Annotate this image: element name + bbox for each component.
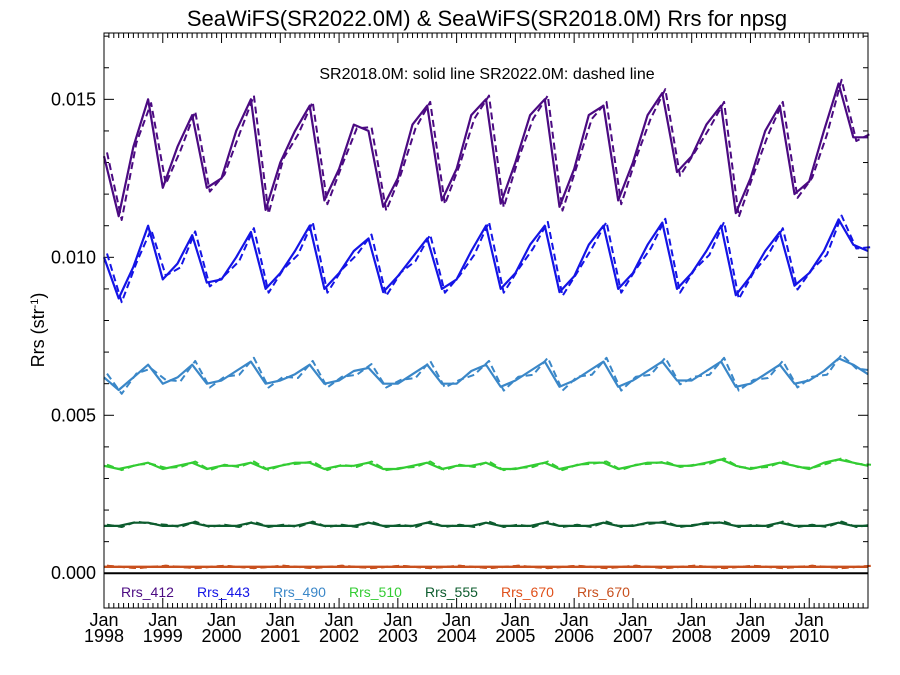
legend: Rrs_412 Rrs_443 Rrs_490 Rrs_510 Rrs_555 Rrs_6… [121,584,630,600]
x-tick-year-label: 2009 [730,626,770,646]
x-tick-month-label: Jan [89,610,118,630]
y-tick-label: 0.000 [51,563,96,583]
series-lines [102,78,872,570]
chart-title: SeaWiFS(SR2022.0M) & SeaWiFS(SR2018.0M) … [187,6,787,31]
legend-entry-rrs_670: Rrs_670 [501,584,554,600]
x-tick-month-label: Jan [148,610,177,630]
series-line-solid-rrs_443 [102,218,869,300]
legend-entry-rrs_443: Rrs_443 [197,584,250,600]
x-tick-year-label: 2002 [319,626,359,646]
x-tick-month-label: Jan [560,610,589,630]
x-tick-year-label: 2005 [495,626,535,646]
x-tick-month-label: Jan [677,610,706,630]
x-tick-year-label: 1998 [84,626,124,646]
x-tick-month-label: Jan [442,610,471,630]
x-tick-year-label: 2006 [554,626,594,646]
series-line-dashed-rrs_443 [106,214,872,304]
x-tick-month-label: Jan [736,610,765,630]
y-tick-label: 0.005 [51,405,96,425]
x-tick-year-label: 2007 [613,626,653,646]
x-tick-year-label: 2008 [672,626,712,646]
legend-entry-rrs_670: Rrs_670 [577,584,630,600]
series-line-dashed-rrs_510 [106,457,872,472]
x-tick-month-label: Jan [266,610,295,630]
legend-entry-rrs_412: Rrs_412 [121,584,174,600]
x-tick-month-label: Jan [383,610,412,630]
y-tick-label: 0.015 [51,89,96,109]
x-tick-month-label: Jan [501,610,530,630]
legend-entry-rrs_555: Rrs_555 [425,584,478,600]
series-line-dashed-rrs_490 [106,353,872,395]
axis-ticks: 0.0000.0050.0100.015Jan1998Jan1999Jan200… [51,33,868,646]
series-line-dashed-rrs_670 [106,564,872,570]
x-tick-year-label: 2004 [437,626,477,646]
x-tick-year-label: 2003 [378,626,418,646]
series-line-dashed-rrs_412 [106,78,872,221]
x-tick-month-label: Jan [207,610,236,630]
x-tick-year-label: 2000 [202,626,242,646]
y-tick-label: 0.010 [51,247,96,267]
line-style-note: SR2018.0M: solid line SR2022.0M: dashed … [319,66,654,83]
y-axis-label: Rrs (str-1) [28,293,48,368]
x-tick-year-label: 2001 [260,626,300,646]
legend-entry-rrs_510: Rrs_510 [349,584,402,600]
x-tick-month-label: Jan [618,610,647,630]
series-line-solid-rrs_412 [102,82,868,218]
x-tick-month-label: Jan [795,610,824,630]
x-tick-year-label: 2010 [789,626,829,646]
x-tick-month-label: Jan [325,610,354,630]
plot-frame [103,32,869,609]
legend-entry-rrs_490: Rrs_490 [273,584,326,600]
x-tick-year-label: 1999 [143,626,183,646]
